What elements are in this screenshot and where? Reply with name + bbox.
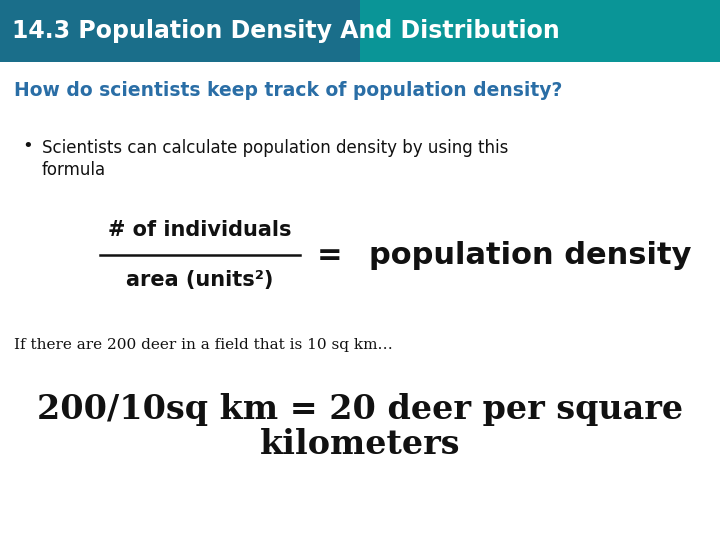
Text: formula: formula <box>42 161 106 179</box>
Text: kilometers: kilometers <box>260 429 460 462</box>
Text: area (units²): area (units²) <box>126 270 274 290</box>
Text: •: • <box>22 137 32 155</box>
Bar <box>360 0 720 62</box>
Text: =: = <box>318 240 343 269</box>
Text: Scientists can calculate population density by using this: Scientists can calculate population dens… <box>42 139 508 157</box>
Text: population density: population density <box>369 240 691 269</box>
Bar <box>0 0 720 62</box>
Text: 200/10sq km = 20 deer per square: 200/10sq km = 20 deer per square <box>37 394 683 427</box>
Bar <box>0 62 720 540</box>
Text: If there are 200 deer in a field that is 10 sq km…: If there are 200 deer in a field that is… <box>14 338 392 352</box>
Text: How do scientists keep track of population density?: How do scientists keep track of populati… <box>14 80 562 99</box>
Text: 14.3 Population Density And Distribution: 14.3 Population Density And Distribution <box>12 19 559 43</box>
Text: # of individuals: # of individuals <box>108 220 292 240</box>
